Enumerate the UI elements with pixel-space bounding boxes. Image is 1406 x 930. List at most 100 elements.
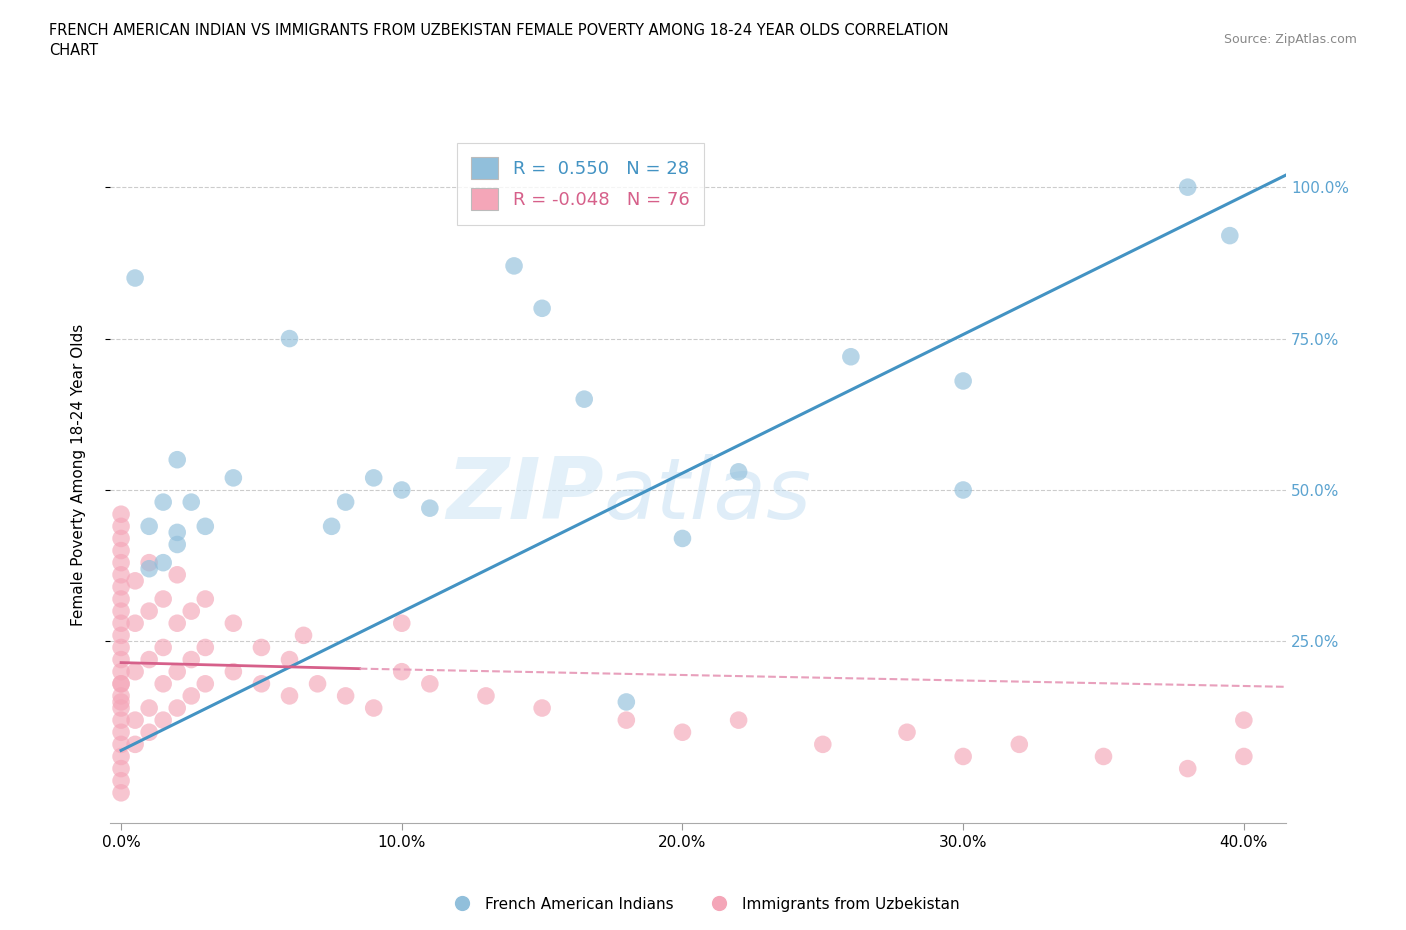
Point	[194, 640, 217, 655]
Point	[194, 591, 217, 606]
Point	[391, 483, 413, 498]
Point	[124, 271, 146, 286]
Legend: R =  0.550   N = 28, R = -0.048   N = 76: R = 0.550 N = 28, R = -0.048 N = 76	[457, 142, 704, 224]
Point	[166, 664, 188, 679]
Point	[222, 664, 245, 679]
Text: atlas: atlas	[603, 454, 811, 538]
Point	[152, 555, 174, 570]
Point	[531, 300, 554, 315]
Point	[138, 700, 160, 715]
Point	[419, 500, 441, 515]
Point	[110, 640, 132, 655]
Point	[110, 616, 132, 631]
Point	[110, 712, 132, 727]
Point	[363, 471, 385, 485]
Point	[614, 712, 637, 727]
Point	[531, 700, 554, 715]
Point	[166, 700, 188, 715]
Point	[110, 519, 132, 534]
Point	[110, 628, 132, 643]
Point	[152, 591, 174, 606]
Point	[110, 652, 132, 667]
Point	[110, 700, 132, 715]
Point	[138, 562, 160, 577]
Point	[1008, 737, 1031, 751]
Point	[166, 616, 188, 631]
Point	[110, 555, 132, 570]
Point	[180, 652, 202, 667]
Point	[614, 695, 637, 710]
Point	[166, 452, 188, 467]
Point	[110, 688, 132, 703]
Point	[1233, 749, 1256, 764]
Point	[152, 495, 174, 510]
Text: FRENCH AMERICAN INDIAN VS IMMIGRANTS FROM UZBEKISTAN FEMALE POVERTY AMONG 18-24 : FRENCH AMERICAN INDIAN VS IMMIGRANTS FRO…	[49, 23, 949, 58]
Point	[110, 695, 132, 710]
Point	[727, 464, 749, 479]
Point	[194, 519, 217, 534]
Point	[138, 519, 160, 534]
Point	[671, 724, 693, 739]
Point	[1177, 179, 1199, 194]
Point	[110, 785, 132, 800]
Point	[110, 543, 132, 558]
Point	[503, 259, 526, 273]
Point	[335, 495, 357, 510]
Point	[138, 724, 160, 739]
Point	[110, 531, 132, 546]
Point	[152, 640, 174, 655]
Point	[896, 724, 918, 739]
Point	[1219, 228, 1241, 243]
Point	[152, 676, 174, 691]
Point	[110, 749, 132, 764]
Point	[110, 724, 132, 739]
Point	[166, 567, 188, 582]
Text: Source: ZipAtlas.com: Source: ZipAtlas.com	[1223, 33, 1357, 46]
Legend: French American Indians, Immigrants from Uzbekistan: French American Indians, Immigrants from…	[440, 891, 966, 918]
Point	[124, 616, 146, 631]
Text: ZIP: ZIP	[446, 454, 603, 538]
Point	[180, 688, 202, 703]
Point	[419, 676, 441, 691]
Point	[250, 676, 273, 691]
Point	[180, 604, 202, 618]
Point	[110, 604, 132, 618]
Point	[292, 628, 315, 643]
Point	[1177, 761, 1199, 776]
Point	[110, 773, 132, 788]
Point	[278, 652, 301, 667]
Point	[307, 676, 329, 691]
Point	[222, 471, 245, 485]
Point	[110, 664, 132, 679]
Point	[952, 374, 974, 389]
Point	[811, 737, 834, 751]
Point	[194, 676, 217, 691]
Point	[124, 574, 146, 589]
Point	[952, 749, 974, 764]
Point	[110, 676, 132, 691]
Point	[222, 616, 245, 631]
Point	[391, 664, 413, 679]
Point	[574, 392, 596, 406]
Point	[124, 664, 146, 679]
Point	[321, 519, 343, 534]
Point	[138, 604, 160, 618]
Point	[166, 525, 188, 539]
Point	[727, 712, 749, 727]
Point	[1233, 712, 1256, 727]
Y-axis label: Female Poverty Among 18-24 Year Olds: Female Poverty Among 18-24 Year Olds	[72, 324, 86, 626]
Point	[124, 737, 146, 751]
Point	[952, 483, 974, 498]
Point	[335, 688, 357, 703]
Point	[1092, 749, 1115, 764]
Point	[152, 712, 174, 727]
Point	[138, 652, 160, 667]
Point	[278, 331, 301, 346]
Point	[110, 737, 132, 751]
Point	[250, 640, 273, 655]
Point	[363, 700, 385, 715]
Point	[110, 676, 132, 691]
Point	[138, 555, 160, 570]
Point	[839, 350, 862, 365]
Point	[391, 616, 413, 631]
